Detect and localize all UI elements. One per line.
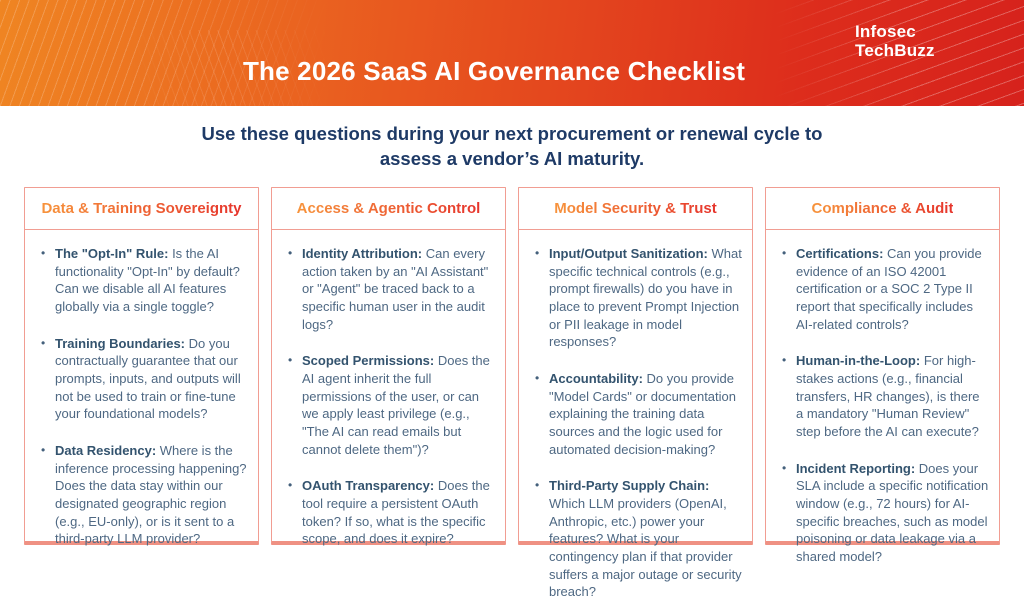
card-header: Compliance & Audit xyxy=(766,188,999,230)
item-label: Input/Output Sanitization: xyxy=(549,245,708,261)
card-title: Data & Training Sovereignty xyxy=(41,199,242,217)
card-title: Compliance & Audit xyxy=(811,199,954,217)
card-header: Model Security & Trust xyxy=(519,188,752,230)
brand-logo: Infosec TechBuzz xyxy=(855,22,935,60)
page-title: The 2026 SaaS AI Governance Checklist xyxy=(242,56,746,86)
bullet-icon xyxy=(782,245,786,261)
infographic-poster: Infosec TechBuzz The 2026 SaaS AI Govern… xyxy=(0,0,1024,545)
item-label: The "Opt-In" Rule: xyxy=(55,245,169,261)
bullet-icon xyxy=(535,477,539,493)
item-label: Accountability: xyxy=(549,370,643,386)
item-label: Training Boundaries: xyxy=(55,335,186,351)
checklist-item: OAuth Transparency: Does the tool requir… xyxy=(286,477,496,548)
item-text: Do you contractually guarantee that our … xyxy=(55,335,241,422)
card-header: Data & Training Sovereignty xyxy=(25,188,258,230)
item-label: Identity Attribution: xyxy=(302,245,423,261)
intro-line-1: Use these questions during your next pro… xyxy=(201,123,823,144)
intro-line-2: assess a vendor’s AI maturity. xyxy=(379,147,645,169)
item-text: Do you provide "Model Cards" or document… xyxy=(549,370,736,457)
item-text: For high-stakes actions (e.g., financial… xyxy=(796,353,980,439)
checklist-item: Incident Reporting: Does your SLA includ… xyxy=(780,460,990,566)
banner-decor-lines-right xyxy=(774,0,1024,106)
card-compliance-audit: Compliance & Audit Certifications: Can y… xyxy=(765,186,1000,564)
item-text: Does the AI agent inherit the full permi… xyxy=(302,353,490,457)
checklist-columns: Data & Training Sovereignty The "Opt-In"… xyxy=(0,186,1024,599)
item-label: Incident Reporting: xyxy=(796,460,916,476)
checklist-item: Scoped Permissions: Does the AI agent in… xyxy=(286,352,496,458)
checklist-item: Identity Attribution: Can every action t… xyxy=(286,245,496,333)
card-model-security-trust: Model Security & Trust Input/Output Sani… xyxy=(518,186,753,599)
banner-decor-lines-left-cross xyxy=(130,30,330,106)
checklist-item: Third-Party Supply Chain: Which LLM prov… xyxy=(533,477,743,601)
brand-line-1: Infosec xyxy=(855,22,916,41)
item-text: Can you provide evidence of an ISO 42001… xyxy=(796,245,982,332)
card-body: Identity Attribution: Can every action t… xyxy=(272,230,505,548)
checklist-item: Input/Output Sanitization: What specific… xyxy=(533,245,743,351)
intro-text: Use these questions during your next pro… xyxy=(0,122,1024,172)
card-data-training-sovereignty: Data & Training Sovereignty The "Opt-In"… xyxy=(24,186,259,548)
bullet-icon xyxy=(535,245,539,261)
item-text: What specific technical controls (e.g., … xyxy=(549,245,742,350)
card-access-agentic-control: Access & Agentic Control Identity Attrib… xyxy=(271,186,506,548)
item-text: Does your SLA include a specific notific… xyxy=(796,460,989,565)
card-title: Model Security & Trust xyxy=(554,199,717,217)
bullet-icon xyxy=(41,245,45,261)
bullet-icon xyxy=(288,352,292,368)
bullet-icon xyxy=(782,460,786,476)
item-label: Data Residency: xyxy=(55,442,157,458)
item-text: Which LLM providers (OpenAI, Anthropic, … xyxy=(549,496,742,600)
bullet-icon xyxy=(41,442,45,458)
checklist-item: Human-in-the-Loop: For high-stakes actio… xyxy=(780,352,990,440)
item-text: Can every action taken by an "AI Assista… xyxy=(302,245,489,332)
checklist-item: Accountability: Do you provide "Model Ca… xyxy=(533,370,743,458)
item-label: Certifications: xyxy=(796,245,884,261)
checklist-item: Data Residency: Where is the inference p… xyxy=(39,442,249,548)
item-text: Does the tool require a persistent OAuth… xyxy=(302,478,490,547)
banner-decor-lines-left xyxy=(0,0,330,106)
bullet-icon xyxy=(288,245,292,261)
header-banner: Infosec TechBuzz The 2026 SaaS AI Govern… xyxy=(0,0,1024,106)
card-title: Access & Agentic Control xyxy=(296,199,481,217)
brand-line-2: TechBuzz xyxy=(855,41,935,61)
item-text: Where is the inference processing happen… xyxy=(55,442,247,547)
bullet-icon xyxy=(41,335,45,351)
checklist-item: The "Opt-In" Rule: Is the AI functionali… xyxy=(39,245,249,316)
bullet-icon xyxy=(288,477,292,493)
card-body: Input/Output Sanitization: What specific… xyxy=(519,230,752,601)
card-header: Access & Agentic Control xyxy=(272,188,505,230)
item-label: OAuth Transparency: xyxy=(302,478,435,494)
card-body: Certifications: Can you provide evidence… xyxy=(766,230,999,566)
item-text: Is the AI functionality "Opt-In" by defa… xyxy=(55,245,240,314)
checklist-item: Training Boundaries: Do you contractuall… xyxy=(39,335,249,423)
checklist-item: Certifications: Can you provide evidence… xyxy=(780,245,990,333)
item-label: Third-Party Supply Chain: xyxy=(549,478,710,494)
card-body: The "Opt-In" Rule: Is the AI functionali… xyxy=(25,230,258,548)
item-label: Human-in-the-Loop: xyxy=(796,353,921,369)
item-label: Scoped Permissions: xyxy=(302,353,435,369)
bullet-icon xyxy=(782,352,786,368)
bullet-icon xyxy=(535,370,539,386)
